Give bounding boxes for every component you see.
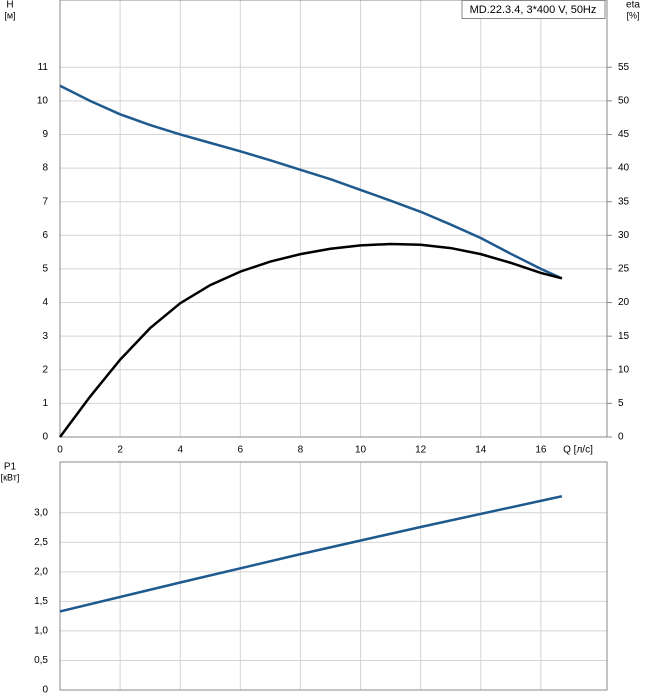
y-tick-label: 0,5 [34, 655, 48, 666]
y-tick-label: 9 [42, 129, 48, 140]
y2-tick-label: 35 [618, 196, 630, 207]
plot-frame [59, 0, 608, 438]
y2-tick-label: 20 [618, 297, 630, 308]
y2-tick-label: 45 [618, 129, 630, 140]
axis-label: eta [626, 0, 640, 11]
y2-tick-label: 5 [618, 398, 624, 409]
y-tick-label: 10 [37, 95, 49, 106]
y2-tick-label: 55 [618, 62, 630, 73]
x-tick-label: 6 [238, 445, 244, 456]
y-tick-label: 3 [42, 331, 48, 342]
y-tick-label: 0 [42, 685, 48, 696]
series-line [59, 495, 563, 613]
y2-tick-label: 30 [618, 230, 630, 241]
x-tick-label: 16 [535, 445, 547, 456]
axis-unit: [м] [4, 10, 15, 20]
x-tick-label: 2 [117, 445, 123, 456]
series-line [58, 242, 563, 438]
x-tick-label: 14 [475, 445, 487, 456]
plot-frame [59, 461, 608, 691]
x-tick-label: 10 [355, 445, 367, 456]
y-tick-label: 6 [42, 230, 48, 241]
y-tick-label: 3,0 [34, 507, 48, 518]
axis-unit: [кВт] [1, 472, 20, 482]
y-tick-label: 4 [42, 297, 48, 308]
x-tick-label: 8 [298, 445, 304, 456]
x-tick-label: 0 [57, 445, 63, 456]
y2-tick-label: 15 [618, 331, 630, 342]
y-tick-label: 7 [42, 196, 48, 207]
axis-unit: [%] [626, 10, 639, 20]
x-tick-label: 12 [415, 445, 427, 456]
y-tick-label: 0 [42, 432, 48, 443]
series-line [59, 84, 563, 280]
axis-label: P1 [4, 462, 17, 473]
legend-box [461, 0, 606, 19]
y2-tick-label: 0 [618, 432, 624, 443]
y-tick-label: 1,5 [34, 596, 48, 607]
axis-label: H [6, 0, 13, 11]
y-tick-label: 1 [42, 398, 48, 409]
legend-label: MD.22.3.4, 3*400 V, 50Hz [470, 4, 597, 16]
y-tick-label: 2,0 [34, 567, 48, 578]
y-tick-label: 2 [42, 364, 48, 375]
x-axis-label: Q [л/с] [563, 445, 593, 456]
y-tick-label: 5 [42, 264, 48, 275]
y2-tick-label: 10 [618, 364, 630, 375]
y-tick-label: 2,5 [34, 537, 48, 548]
y-tick-label: 8 [42, 163, 48, 174]
y2-tick-label: 50 [618, 95, 630, 106]
x-tick-label: 4 [177, 445, 183, 456]
y2-tick-label: 40 [618, 163, 630, 174]
y-tick-label: 11 [38, 62, 49, 73]
y2-tick-label: 25 [618, 264, 630, 275]
y-tick-label: 1,0 [34, 626, 48, 637]
